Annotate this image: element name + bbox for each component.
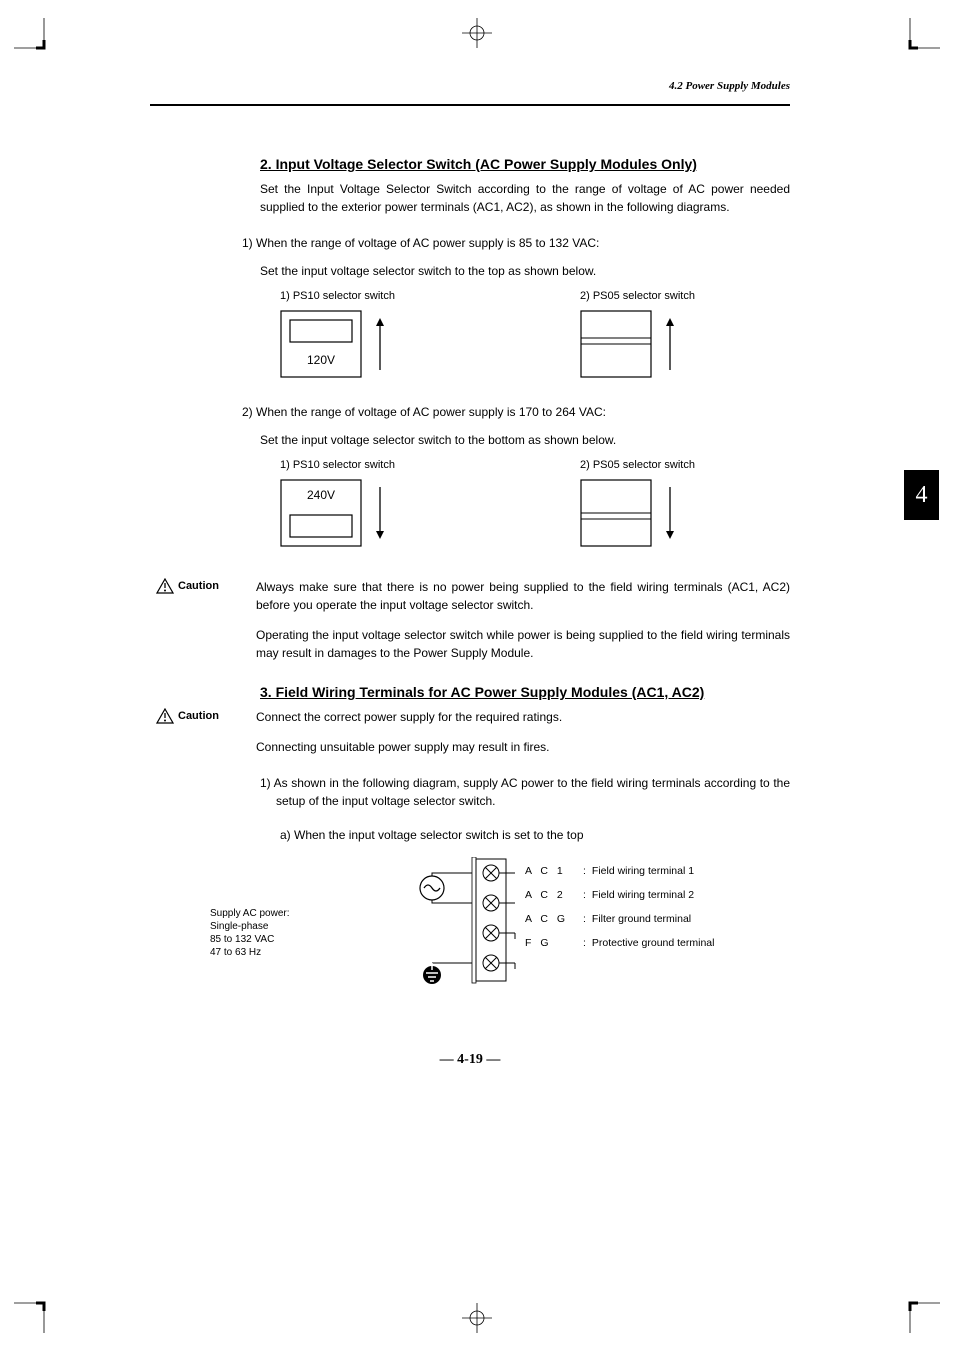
caution-1-p1: Always make sure that there is no power … (256, 578, 790, 614)
terminal-code: A C G (525, 913, 583, 925)
ps05-switch-up-diagram (580, 310, 690, 380)
registration-mark-icon (462, 18, 492, 48)
case2-instr: Set the input voltage selector switch to… (260, 431, 790, 449)
chapter-tab: 4 (904, 470, 939, 520)
ps05-switch-down-diagram (580, 479, 690, 549)
case2-line: 2) When the range of voltage of AC power… (242, 403, 790, 421)
header-rule (150, 104, 790, 106)
page-number: — 4-19 — (150, 1052, 790, 1068)
crop-mark-icon (14, 1293, 54, 1333)
terminal-code: A C 2 (525, 889, 583, 901)
ps10-label: 1) PS10 selector switch (280, 290, 460, 302)
warning-icon (156, 708, 174, 724)
terminal-desc: Field wiring terminal 1 (592, 865, 694, 877)
warning-icon (156, 578, 174, 594)
svg-text:240V: 240V (307, 488, 335, 502)
caution-2-p2: Connecting unsuitable power supply may r… (256, 738, 790, 756)
section-2-intro: Set the Input Voltage Selector Switch ac… (260, 180, 790, 216)
case2-diagrams: 1) PS10 selector switch 240V 2) PS05 sel… (280, 459, 790, 554)
page-content: 4.2 Power Supply Modules 2. Input Voltag… (150, 80, 790, 1068)
crop-mark-icon (900, 18, 940, 58)
ps05-label-2: 2) PS05 selector switch (580, 459, 760, 471)
wiring-diagram-block: Supply AC power: Single-phase 85 to 132 … (210, 857, 790, 1007)
case1-instr: Set the input voltage selector switch to… (260, 262, 790, 280)
caution-2-p1: Connect the correct power supply for the… (256, 708, 790, 726)
caution-1-p2: Operating the input voltage selector swi… (256, 626, 790, 662)
ps10-label-2: 1) PS10 selector switch (280, 459, 460, 471)
terminal-code: F G (525, 937, 583, 949)
terminal-legend: A C 1:Field wiring terminal 1 A C 2:Field… (525, 865, 714, 961)
terminal-row: A C G:Filter ground terminal (525, 913, 714, 925)
terminal-row: F G:Protective ground terminal (525, 937, 714, 949)
terminal-row: A C 1:Field wiring terminal 1 (525, 865, 714, 877)
caution-label: Caution (178, 580, 219, 592)
registration-mark-icon (462, 1303, 492, 1333)
ps10-switch-up-diagram: 120V (280, 310, 400, 380)
section-3-title: 3. Field Wiring Terminals for AC Power S… (260, 684, 790, 700)
svg-text:120V: 120V (307, 353, 335, 367)
caution-2: Caution Connect the correct power supply… (150, 708, 790, 756)
caution-1: Caution Always make sure that there is n… (150, 578, 790, 662)
case1-diagrams: 1) PS10 selector switch 120V 2) PS05 sel… (280, 290, 790, 385)
caution-label: Caution (178, 710, 219, 722)
section-2-title: 2. Input Voltage Selector Switch (AC Pow… (260, 156, 790, 172)
section3-step1: 1) As shown in the following diagram, su… (260, 774, 790, 810)
terminal-code: A C 1 (525, 865, 583, 877)
terminal-desc: Filter ground terminal (592, 913, 691, 925)
section3-step1a: a) When the input voltage selector switc… (280, 828, 790, 842)
ps10-switch-down-diagram: 240V (280, 479, 400, 549)
running-header: 4.2 Power Supply Modules (150, 80, 790, 92)
terminal-row: A C 2:Field wiring terminal 2 (525, 889, 714, 901)
supply-spec: Supply AC power: Single-phase 85 to 132 … (210, 907, 290, 959)
crop-mark-icon (900, 1293, 940, 1333)
ps05-label: 2) PS05 selector switch (580, 290, 760, 302)
crop-mark-icon (14, 18, 54, 58)
case1-line: 1) When the range of voltage of AC power… (242, 234, 790, 252)
terminal-desc: Field wiring terminal 2 (592, 889, 694, 901)
terminal-desc: Protective ground terminal (592, 937, 715, 949)
